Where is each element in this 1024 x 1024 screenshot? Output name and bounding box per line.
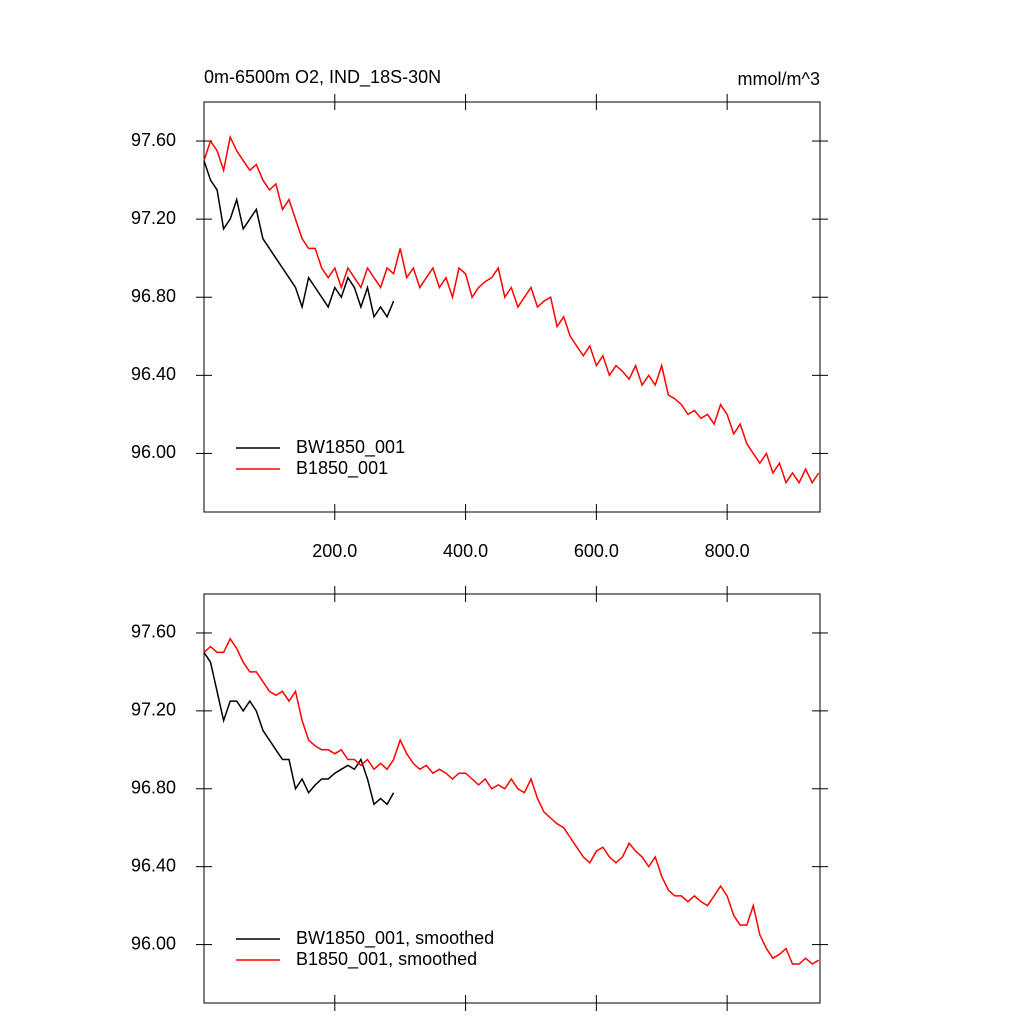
data-line — [203, 651, 395, 806]
y-tick-label: 96.80 — [131, 286, 176, 306]
x-tick-label: 200.0 — [312, 541, 357, 561]
plot-frame — [203, 593, 821, 1004]
data-line — [203, 637, 820, 965]
y-tick-label: 96.00 — [131, 442, 176, 462]
y-tick-label: 96.00 — [131, 933, 176, 953]
y-tick-label: 96.80 — [131, 778, 176, 798]
y-tick-label: 97.20 — [131, 700, 176, 720]
x-tick-label: 400.0 — [443, 541, 488, 561]
y-tick-label: 96.40 — [131, 364, 176, 384]
x-tick-label: 600.0 — [574, 541, 619, 561]
x-tick-label: 800.0 — [705, 541, 750, 561]
plot-frame — [203, 101, 821, 513]
legend-label: B1850_001, smoothed — [296, 949, 477, 970]
y-tick-label: 97.60 — [131, 622, 176, 642]
y-tick-label: 97.20 — [131, 208, 176, 228]
legend-label: B1850_001 — [296, 458, 388, 479]
units-label: mmol/m^3 — [738, 69, 820, 89]
legend-label: BW1850_001, smoothed — [296, 928, 494, 949]
y-tick-label: 97.60 — [131, 130, 176, 150]
chart-title: 0m-6500m O2, IND_18S-30N — [204, 67, 441, 88]
legend-label: BW1850_001 — [296, 437, 405, 458]
data-line — [203, 160, 395, 319]
data-line — [203, 134, 820, 485]
y-tick-label: 96.40 — [131, 855, 176, 875]
